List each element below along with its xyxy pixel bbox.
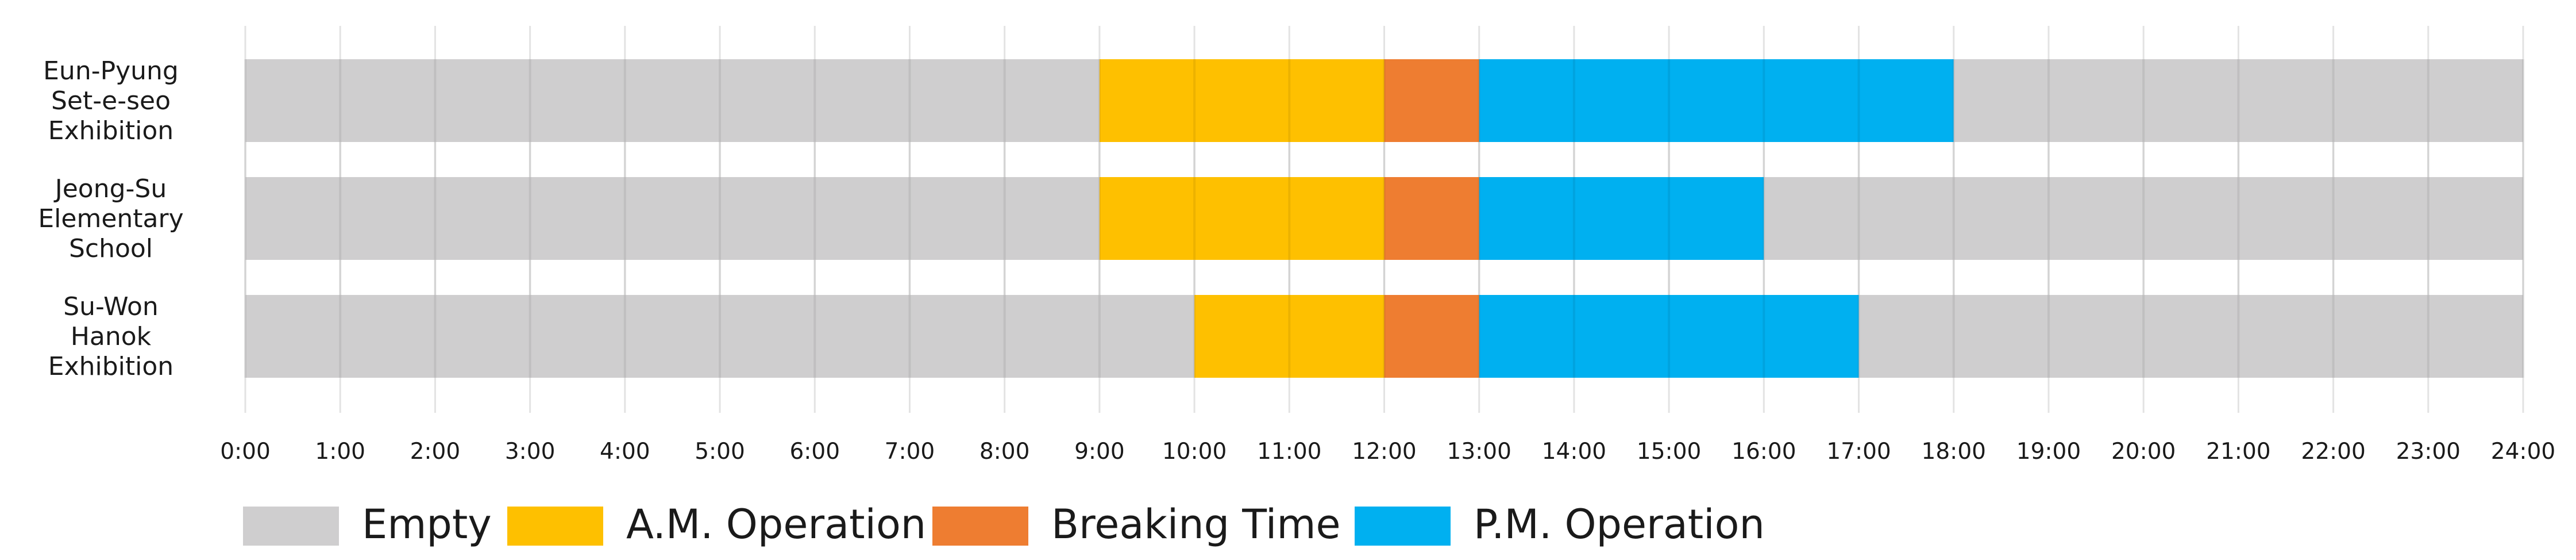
legend-label: A.M. Operation (626, 501, 926, 548)
row-label: Jeong-Su Elementary School (38, 174, 183, 263)
x-tick-label: 15:00 (1637, 439, 1701, 465)
legend-item: Breaking Time (932, 501, 1341, 548)
bar-segment (1384, 59, 1479, 142)
row-label-line: Eun-Pyung (43, 56, 179, 86)
x-tick-label: 3:00 (505, 439, 556, 465)
legend-item: P.M. Operation (1355, 501, 1765, 548)
bar-segment (245, 295, 1195, 378)
legend-item: A.M. Operation (507, 501, 926, 548)
bar-segment (1479, 59, 1954, 142)
x-tick-label: 10:00 (1162, 439, 1227, 465)
legend-swatch (243, 507, 339, 546)
legend-label: Breaking Time (1051, 501, 1341, 548)
bar-segment (1099, 59, 1385, 142)
x-tick-label: 14:00 (1542, 439, 1606, 465)
row-label-line: Exhibition (48, 116, 173, 145)
x-tick-label: 11:00 (1257, 439, 1321, 465)
x-tick-label: 12:00 (1352, 439, 1416, 465)
row-label-line: Set-e-seo (51, 86, 171, 116)
legend-swatch (932, 507, 1028, 546)
x-tick-label: 6:00 (789, 439, 840, 465)
bar-segment (1099, 177, 1385, 260)
row-label-line: Hanok (71, 322, 152, 351)
x-tick-label: 19:00 (2016, 439, 2081, 465)
row-label-line: Elementary (38, 204, 183, 233)
x-tick-label: 0:00 (220, 439, 271, 465)
bar-segment (1384, 295, 1479, 378)
x-tick-label: 2:00 (410, 439, 461, 465)
row-label-line: Jeong-Su (53, 174, 167, 204)
x-tick-label: 20:00 (2111, 439, 2176, 465)
legend-label: Empty (362, 501, 492, 548)
x-tick-label: 4:00 (600, 439, 650, 465)
x-tick-label: 18:00 (1922, 439, 1986, 465)
x-tick-label: 22:00 (2301, 439, 2365, 465)
x-tick-label: 1:00 (315, 439, 365, 465)
legend-swatch (507, 507, 603, 546)
bars (245, 59, 2523, 378)
x-tick-label: 21:00 (2206, 439, 2270, 465)
bar-segment (245, 59, 1100, 142)
row-label-line: Exhibition (48, 352, 173, 381)
bar-segment (1953, 59, 2523, 142)
x-tick-label: 23:00 (2396, 439, 2461, 465)
legend-item: Empty (243, 501, 492, 548)
bar-segment (1764, 177, 2523, 260)
legend-swatch (1355, 507, 1451, 546)
legend: Empty A.M. Operation Breaking Time P.M. Ope… (243, 501, 1765, 548)
row-label: Eun-Pyung Set-e-seo Exhibition (43, 56, 179, 145)
legend-label: P.M. Operation (1474, 501, 1765, 548)
bar-segment (245, 177, 1100, 260)
x-tick-label: 5:00 (695, 439, 745, 465)
bar-segment (1479, 177, 1764, 260)
row-label: Su-Won Hanok Exhibition (48, 292, 173, 381)
x-tick-label: 8:00 (980, 439, 1030, 465)
row-label-line: School (69, 234, 153, 263)
x-tick-label: 17:00 (1826, 439, 1891, 465)
bar-segment (1194, 295, 1385, 378)
bar-segment (1384, 177, 1479, 260)
row-label-line: Su-Won (63, 292, 159, 321)
x-tick-label: 16:00 (1732, 439, 1796, 465)
x-tick-label: 7:00 (885, 439, 935, 465)
x-tick-label: 9:00 (1074, 439, 1125, 465)
bar-segment (1858, 295, 2523, 378)
gridline-overlay (244, 59, 2524, 378)
x-tick-label: 24:00 (2491, 439, 2555, 465)
x-tick-label: 13:00 (1447, 439, 1511, 465)
x-axis: 0:00 1:00 2:00 3:00 4:00 5:00 6:00 7:00 8:00 9:00… (220, 439, 2555, 465)
bar-segment (1479, 295, 1859, 378)
